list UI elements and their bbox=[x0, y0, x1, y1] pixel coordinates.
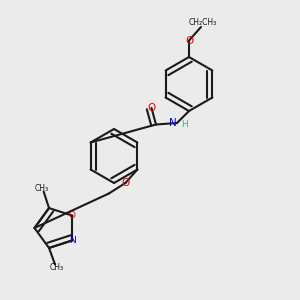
Text: CH₂CH₃: CH₂CH₃ bbox=[188, 18, 217, 27]
Text: O: O bbox=[69, 211, 76, 220]
Text: N: N bbox=[169, 118, 177, 128]
Text: CH₃: CH₃ bbox=[34, 184, 48, 193]
Text: N: N bbox=[69, 236, 76, 245]
Text: CH₃: CH₃ bbox=[50, 263, 64, 272]
Text: O: O bbox=[121, 178, 130, 188]
Text: O: O bbox=[147, 103, 156, 113]
Text: H: H bbox=[181, 120, 188, 129]
Text: O: O bbox=[185, 35, 193, 46]
